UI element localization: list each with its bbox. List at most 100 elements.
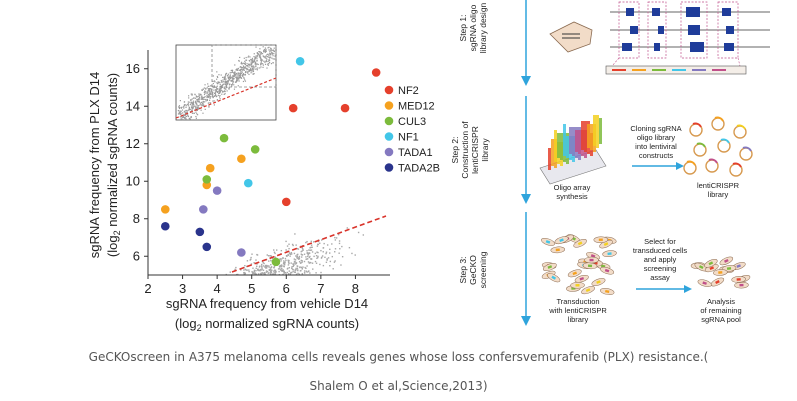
x-tick-label: 3 bbox=[179, 281, 186, 296]
inset-point bbox=[241, 67, 244, 69]
background-point bbox=[271, 269, 273, 271]
inset-point bbox=[216, 87, 218, 89]
background-point bbox=[325, 261, 328, 264]
background-point bbox=[297, 269, 299, 272]
background-point bbox=[291, 243, 294, 246]
inset-point bbox=[269, 57, 271, 59]
inset-point bbox=[220, 86, 223, 89]
background-point bbox=[261, 272, 263, 274]
library-design-illustration bbox=[549, 1, 770, 75]
background-point bbox=[253, 262, 255, 264]
inset-point bbox=[214, 91, 216, 93]
inset-point bbox=[213, 92, 216, 95]
svg-text:into lentiviral: into lentiviral bbox=[635, 142, 677, 151]
inset-point bbox=[220, 85, 222, 87]
inset-point bbox=[229, 75, 231, 77]
inset-point bbox=[185, 112, 188, 114]
background-point bbox=[317, 251, 319, 254]
inset-point bbox=[217, 88, 219, 90]
inset-point bbox=[224, 93, 226, 95]
inset-point bbox=[255, 62, 257, 64]
background-point bbox=[307, 261, 310, 263]
inset-point bbox=[187, 109, 189, 112]
inset-point bbox=[211, 88, 213, 90]
inset-point bbox=[194, 100, 197, 102]
background-point bbox=[289, 253, 291, 255]
legend-marker-nf2 bbox=[384, 85, 394, 95]
inset-point bbox=[184, 114, 186, 117]
background-point bbox=[293, 264, 295, 266]
inset-point bbox=[245, 71, 247, 73]
background-point bbox=[300, 256, 303, 258]
inset-point bbox=[221, 85, 224, 87]
inset-point bbox=[237, 78, 239, 80]
background-point bbox=[300, 253, 302, 255]
svg-text:with lentiCRISPR: with lentiCRISPR bbox=[548, 306, 607, 315]
inset-point bbox=[249, 60, 251, 62]
inset-point bbox=[202, 104, 205, 106]
background-point bbox=[273, 265, 276, 268]
gene-point-tada1 bbox=[199, 205, 208, 214]
background-point bbox=[308, 262, 311, 264]
inset-point bbox=[245, 67, 247, 70]
gene-point-tada1 bbox=[237, 248, 246, 257]
inset-point bbox=[194, 105, 196, 107]
background-point bbox=[294, 261, 297, 263]
inset-point bbox=[206, 93, 208, 95]
background-point bbox=[306, 265, 308, 267]
oligo-array-label: Oligo array synthesis bbox=[554, 183, 591, 201]
inset-point bbox=[190, 109, 193, 111]
inset-point bbox=[203, 96, 205, 99]
inset-point bbox=[240, 76, 242, 79]
background-point bbox=[275, 249, 278, 251]
inset-point bbox=[240, 71, 242, 73]
gene-point-tada2b bbox=[202, 242, 212, 252]
inset-point bbox=[226, 83, 228, 85]
inset-point bbox=[200, 93, 202, 95]
inset-point bbox=[195, 115, 197, 118]
background-point bbox=[243, 273, 246, 276]
background-point bbox=[279, 258, 281, 261]
background-point bbox=[311, 262, 314, 264]
inset-point bbox=[250, 58, 252, 61]
inset-point bbox=[199, 104, 201, 106]
background-point bbox=[295, 255, 297, 257]
inset-point bbox=[245, 65, 248, 67]
inset-point bbox=[260, 53, 262, 55]
inset-point bbox=[264, 61, 266, 63]
inset-point bbox=[219, 91, 222, 93]
background-point bbox=[304, 266, 306, 269]
inset-point bbox=[198, 93, 200, 95]
inset-point bbox=[266, 53, 268, 56]
inset-point bbox=[238, 76, 241, 79]
inset-point bbox=[195, 111, 197, 113]
inset-point bbox=[188, 97, 190, 99]
inset-point bbox=[232, 76, 235, 78]
x-axis-label-line2: (log2 normalized sgRNA counts) bbox=[175, 316, 359, 333]
inset-point bbox=[191, 103, 193, 105]
background-point bbox=[329, 248, 331, 251]
inset-point bbox=[191, 107, 194, 109]
inset-point bbox=[269, 52, 271, 54]
legend-marker-med12 bbox=[384, 101, 394, 110]
background-point bbox=[314, 260, 317, 263]
background-point bbox=[298, 273, 301, 275]
background-point bbox=[339, 248, 341, 250]
background-point bbox=[251, 253, 253, 255]
background-point bbox=[321, 256, 323, 259]
figure-caption-line1: GeCKOscreen in A375 melanoma cells revea… bbox=[88, 350, 709, 364]
inset-point bbox=[214, 95, 216, 97]
background-point bbox=[292, 265, 294, 268]
inset-point bbox=[218, 88, 220, 90]
inset-point bbox=[198, 95, 200, 97]
background-point bbox=[329, 265, 331, 267]
background-point bbox=[298, 258, 300, 260]
background-point bbox=[310, 249, 313, 251]
svg-text:Select for: Select for bbox=[644, 237, 676, 246]
background-point bbox=[243, 272, 245, 274]
transduced-cells-illustration bbox=[541, 234, 617, 295]
inset-point bbox=[216, 85, 218, 87]
background-point bbox=[289, 273, 292, 275]
inset-point bbox=[234, 81, 237, 83]
background-point bbox=[287, 261, 290, 263]
